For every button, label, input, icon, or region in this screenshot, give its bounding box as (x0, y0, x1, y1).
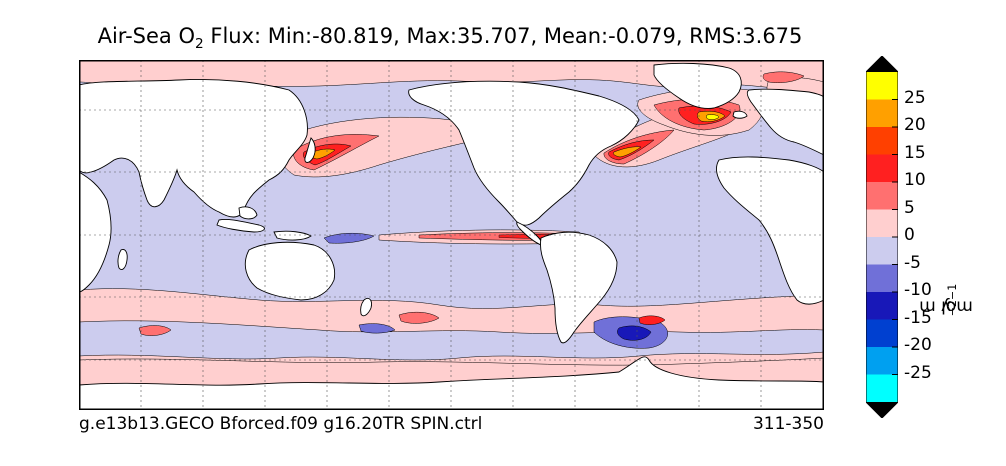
colorbar-level (866, 72, 898, 100)
land-north-america (408, 80, 640, 226)
labrador-yellow (706, 114, 720, 120)
land-new-guinea (273, 230, 312, 241)
colorbar-level (866, 127, 898, 155)
colorbar-tick-label: -5 (904, 252, 921, 273)
colorbar-level (866, 347, 898, 375)
land-europe (746, 88, 824, 156)
colorbar-tick-label: 20 (904, 115, 926, 135)
land-madagascar (117, 249, 128, 271)
colorbar-tick-label: -25 (904, 362, 932, 383)
case-name-label: g.e13b13.GECO Bforced.f09 g16.20TR SPIN.… (79, 414, 483, 434)
colorbar-tick-label: 5 (904, 197, 915, 218)
map-title: Air-Sea O2 Flux: Min:-80.819, Max:35.707… (97, 24, 803, 53)
colorbar-tick-label: -10 (904, 280, 932, 300)
land-borneo (238, 206, 258, 220)
colorbar-tick-label: -20 (904, 335, 932, 355)
colorbar-level (866, 264, 898, 293)
colorbar-level (866, 374, 898, 403)
land-japan (304, 137, 316, 163)
land-asia-west (79, 79, 308, 218)
colorbar-level (866, 292, 898, 320)
map-frame (79, 60, 824, 410)
colorbar-level (866, 209, 898, 238)
colorbar-tick-label: 15 (904, 142, 926, 163)
colorbar-level (866, 319, 898, 348)
year-range-label: 311-350 (752, 414, 824, 434)
north-atlantic-orange (613, 146, 642, 158)
land-greenland (653, 62, 742, 109)
land-south-america (540, 231, 618, 344)
land-africa (79, 171, 112, 293)
colorbar-level (866, 99, 898, 128)
west-equatorial-blue (323, 233, 375, 244)
land-africa-right (716, 156, 824, 305)
land-indonesia (216, 219, 265, 233)
colorbar-tick-label: 10 (904, 170, 926, 190)
land-australia (244, 241, 336, 301)
colorbar-unit-label: mol m −2 y −1 (919, 283, 973, 317)
colorbar-bottom-extend (866, 402, 898, 418)
falklands-red (638, 315, 666, 325)
colorbar-tick-label: 0 (904, 225, 915, 245)
south-indian-red (138, 325, 172, 336)
graticule (79, 60, 824, 410)
colorbar (866, 56, 898, 418)
colorbar-top-extend (866, 56, 898, 72)
land-iceland (732, 110, 748, 119)
land (79, 62, 824, 410)
colorbar-level (866, 154, 898, 183)
south-pacific-red (398, 311, 440, 324)
colorbar-level (866, 237, 898, 265)
colorbar-level (866, 182, 898, 210)
colorbar-tick-label: -15 (904, 307, 932, 328)
south-pacific-blue (358, 323, 396, 334)
flux-map (79, 60, 824, 410)
land-new-zealand (360, 297, 372, 317)
flux-map-svg (79, 60, 824, 410)
barents-salmon (762, 71, 805, 83)
colorbar-tick-label: 25 (904, 87, 926, 108)
